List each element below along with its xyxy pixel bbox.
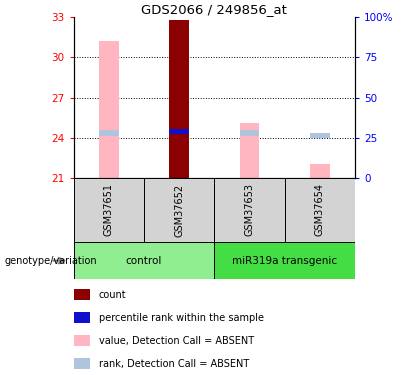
Bar bbox=[239, 123, 259, 178]
Bar bbox=[74, 312, 90, 323]
Text: value, Detection Call = ABSENT: value, Detection Call = ABSENT bbox=[99, 336, 254, 345]
Bar bbox=[99, 130, 118, 136]
Bar bbox=[214, 178, 285, 242]
Text: control: control bbox=[126, 256, 162, 266]
Bar bbox=[285, 178, 355, 242]
Bar bbox=[169, 129, 189, 135]
Bar bbox=[74, 178, 144, 242]
Text: rank, Detection Call = ABSENT: rank, Detection Call = ABSENT bbox=[99, 358, 249, 369]
Title: GDS2066 / 249856_at: GDS2066 / 249856_at bbox=[141, 3, 287, 16]
Text: GSM37653: GSM37653 bbox=[244, 183, 255, 237]
Bar bbox=[310, 133, 330, 138]
Bar bbox=[74, 335, 90, 346]
Bar bbox=[99, 41, 118, 178]
Bar bbox=[310, 164, 330, 178]
Bar bbox=[214, 242, 355, 279]
Bar bbox=[144, 178, 214, 242]
Bar bbox=[169, 20, 189, 178]
Text: genotype/variation: genotype/variation bbox=[4, 256, 97, 266]
Bar bbox=[239, 130, 259, 136]
Text: GSM37652: GSM37652 bbox=[174, 183, 184, 237]
Text: count: count bbox=[99, 290, 126, 300]
Bar bbox=[74, 289, 90, 300]
Text: miR319a transgenic: miR319a transgenic bbox=[232, 256, 337, 266]
Text: percentile rank within the sample: percentile rank within the sample bbox=[99, 313, 264, 322]
Bar bbox=[74, 242, 214, 279]
Bar bbox=[74, 358, 90, 369]
Text: GSM37651: GSM37651 bbox=[104, 183, 114, 237]
Text: GSM37654: GSM37654 bbox=[315, 183, 325, 237]
